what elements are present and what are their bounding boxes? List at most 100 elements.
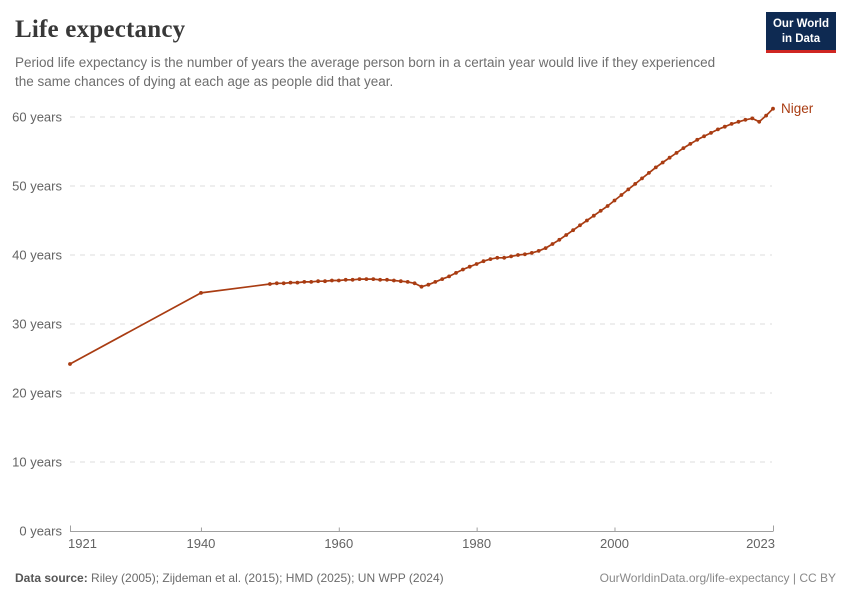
data-point[interactable] [674, 151, 679, 155]
chart-header: Life expectancy Period life expectancy i… [0, 0, 850, 91]
data-point[interactable] [557, 237, 562, 242]
data-point[interactable] [364, 277, 369, 281]
x-axis-tick-label: 1921 [68, 536, 97, 551]
data-point[interactable] [295, 280, 300, 285]
data-point[interactable] [591, 213, 596, 218]
data-point[interactable] [619, 193, 624, 197]
data-line[interactable] [69, 107, 774, 365]
data-point[interactable] [750, 116, 755, 121]
data-point[interactable] [68, 362, 72, 366]
data-point[interactable] [571, 228, 575, 233]
y-axis-tick-label: 30 years [12, 317, 62, 332]
license-link[interactable]: OurWorldinData.org/life-expectancy | CC … [599, 571, 836, 585]
data-point[interactable] [316, 279, 320, 284]
data-point[interactable] [371, 277, 376, 281]
data-point[interactable] [343, 277, 348, 282]
data-point[interactable] [288, 280, 293, 285]
data-point[interactable] [598, 208, 603, 213]
data-point[interactable] [647, 171, 651, 175]
data-point[interactable] [736, 119, 741, 124]
data-point[interactable] [667, 155, 672, 160]
data-point[interactable] [722, 124, 727, 129]
data-point[interactable] [550, 242, 555, 246]
data-point[interactable] [336, 278, 341, 283]
data-point[interactable] [474, 262, 479, 266]
data-point[interactable] [626, 187, 631, 192]
data-point[interactable] [461, 267, 465, 272]
data-point[interactable] [440, 277, 445, 281]
data-point[interactable] [419, 284, 424, 289]
data-point[interactable] [702, 134, 706, 139]
data-point[interactable] [529, 251, 534, 255]
data-point[interactable] [709, 131, 713, 135]
data-point[interactable] [509, 254, 513, 259]
data-point[interactable] [543, 246, 548, 251]
data-point[interactable] [447, 274, 451, 279]
data-point[interactable] [467, 264, 472, 269]
data-point[interactable] [523, 252, 527, 257]
y-axis-tick-label: 50 years [12, 179, 62, 194]
data-point[interactable] [743, 117, 748, 122]
data-point[interactable] [398, 279, 403, 284]
data-point[interactable] [660, 160, 665, 165]
data-point[interactable] [412, 281, 417, 286]
data-point[interactable] [681, 146, 686, 151]
data-point[interactable] [323, 279, 327, 284]
data-point[interactable] [585, 218, 589, 223]
data-point[interactable] [757, 119, 762, 124]
page-title: Life expectancy [15, 16, 186, 43]
data-point[interactable] [309, 280, 314, 284]
y-axis-tick-label: 20 years [12, 386, 62, 401]
data-point[interactable] [426, 282, 431, 287]
data-point[interactable] [633, 182, 638, 186]
data-point[interactable] [771, 106, 775, 111]
x-axis-tick-label: 1940 [186, 536, 215, 551]
data-point[interactable] [481, 259, 486, 264]
data-point[interactable] [578, 223, 582, 228]
data-point[interactable] [536, 249, 541, 253]
data-point[interactable] [764, 113, 768, 118]
x-axis-tick-label: 2000 [600, 536, 629, 551]
data-point[interactable] [405, 280, 410, 284]
data-point[interactable] [302, 280, 307, 284]
x-axis-tick-label: 1960 [324, 536, 353, 551]
data-point[interactable] [495, 255, 500, 260]
data-point[interactable] [688, 142, 693, 146]
data-point[interactable] [433, 280, 438, 284]
series-end-label: Niger [781, 101, 814, 116]
x-axis-tick-label: 1980 [462, 536, 491, 551]
data-point[interactable] [392, 278, 396, 283]
chart-subtitle: Period life expectancy is the number of … [15, 55, 716, 90]
chart-footer: Data source: Riley (2005); Zijdeman et a… [15, 571, 836, 585]
data-point[interactable] [350, 277, 355, 282]
data-point[interactable] [695, 137, 700, 142]
data-point[interactable] [357, 277, 362, 281]
data-point[interactable] [454, 271, 458, 275]
data-point[interactable] [488, 257, 493, 261]
data-source-note: Data source: Riley (2005); Zijdeman et a… [15, 571, 444, 585]
data-point[interactable] [516, 253, 520, 257]
data-point[interactable] [605, 204, 610, 208]
data-point[interactable] [564, 233, 569, 237]
owid-logo[interactable]: Our World in Data [765, 12, 836, 54]
data-point[interactable] [716, 127, 720, 132]
data-point[interactable] [502, 255, 507, 260]
x-axis-tick-label: 2023 [746, 536, 775, 551]
data-point[interactable] [378, 277, 382, 282]
y-axis-tick-label: 0 years [19, 524, 62, 539]
data-point[interactable] [612, 198, 617, 203]
y-axis-tick-label: 10 years [12, 455, 62, 470]
owid-logo-line2: in Data [781, 32, 821, 45]
data-point[interactable] [729, 122, 734, 126]
y-axis-tick-label: 40 years [12, 248, 62, 263]
data-point[interactable] [385, 277, 389, 282]
data-point[interactable] [330, 278, 334, 283]
data-point[interactable] [653, 165, 658, 170]
data-point[interactable] [274, 281, 279, 286]
y-axis-tick-label: 60 years [12, 110, 62, 125]
data-point[interactable] [281, 281, 286, 286]
data-point[interactable] [640, 176, 644, 181]
data-point[interactable] [268, 282, 272, 286]
data-point[interactable] [199, 291, 203, 295]
